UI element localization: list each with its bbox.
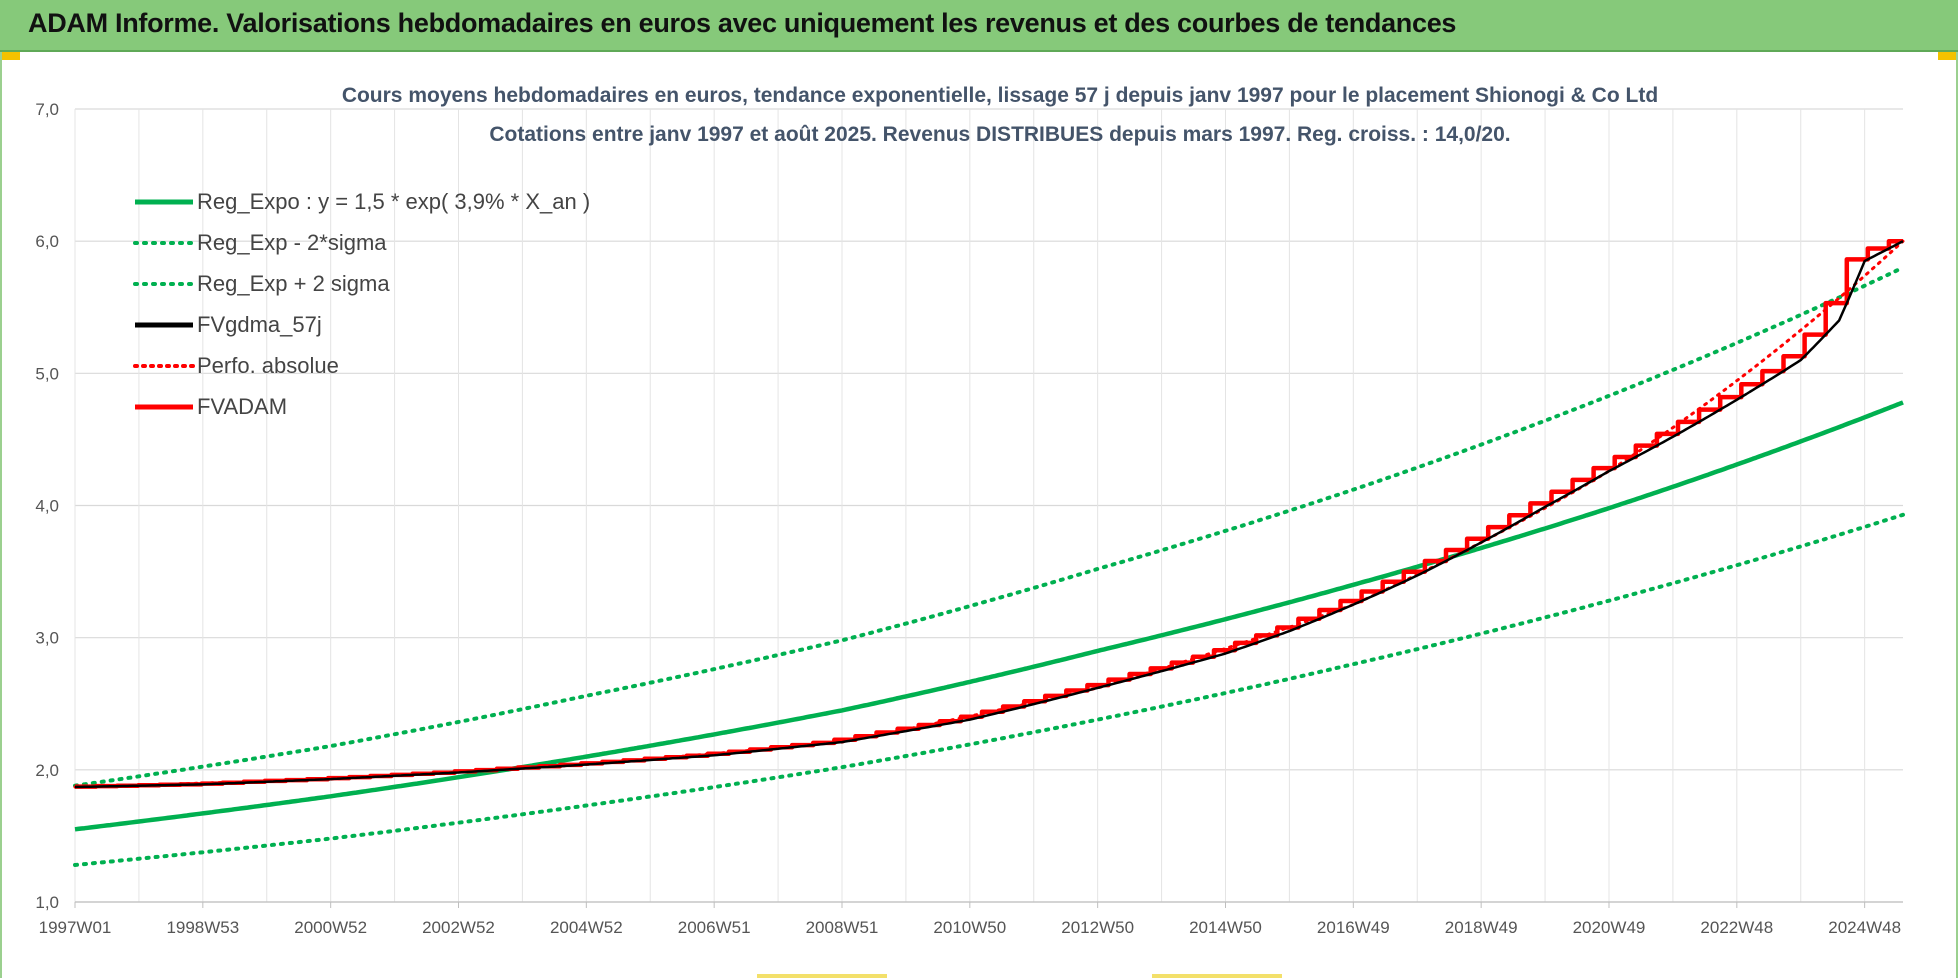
y-tick-label: 4,0 [35, 497, 59, 516]
plot-area [73, 238, 1905, 867]
grid [74, 108, 1903, 903]
x-tick-label: 2016W49 [1317, 918, 1390, 937]
series-line-0 [74, 400, 1904, 832]
x-axis: 1997W01 1998W53 2000W52 2002W52 2004W52 2006W… [39, 902, 1901, 937]
x-tick-label: 1998W53 [166, 918, 239, 937]
page-title: ADAM Informe. Valorisations hebdomadaire… [28, 8, 1457, 38]
chart-title: Cours moyens hebdomadaires en euros, ten… [342, 84, 1658, 107]
series-line-4 [73, 239, 1905, 789]
x-tick-label: 2022W48 [1700, 918, 1773, 937]
x-tick-label: 2020W49 [1573, 918, 1646, 937]
chart-frame [0, 52, 1958, 978]
series-line-2 [73, 265, 1905, 788]
chart-subtitle: Cotations entre janv 1997 et août 2025. … [489, 123, 1510, 146]
x-tick-label: 2004W52 [550, 918, 623, 937]
x-tick-label: 2002W52 [422, 918, 495, 937]
legend-label: Reg_Exp - 2*sigma [197, 230, 387, 255]
x-tick-label: 2006W51 [678, 918, 751, 937]
legend-label: FVgdma_57j [197, 312, 322, 337]
x-tick-label: 2010W50 [933, 918, 1006, 937]
series-line-1 [73, 512, 1905, 867]
x-tick-label: 2008W51 [806, 918, 879, 937]
x-tick-label: 2018W49 [1445, 918, 1518, 937]
y-tick-label: 1,0 [35, 893, 59, 912]
x-tick-label: 2024W48 [1828, 918, 1901, 937]
legend-label: Reg_Expo : y = 1,5 * exp( 3,9% * X_an ) [197, 189, 590, 214]
series-line-5 [75, 238, 1903, 789]
legend-label: FVADAM [197, 394, 287, 419]
legend: Reg_Expo : y = 1,5 * exp( 3,9% * X_an ) R… [133, 189, 590, 419]
y-tick-label: 2,0 [35, 761, 59, 780]
y-axis: 1,0 2,0 3,0 4,0 5,0 6,0 7,0 [35, 100, 59, 912]
x-tick-label: 2014W50 [1189, 918, 1262, 937]
y-tick-label: 7,0 [35, 100, 59, 119]
legend-label: Perfo. absolue [197, 353, 339, 378]
x-tick-label: 2000W52 [294, 918, 367, 937]
x-tick-label: 2012W50 [1061, 918, 1134, 937]
legend-label: Reg_Exp + 2 sigma [197, 271, 390, 296]
x-tick-label: 1997W01 [39, 918, 112, 937]
header-bar: ADAM Informe. Valorisations hebdomadaire… [0, 0, 1958, 52]
y-tick-label: 6,0 [35, 232, 59, 251]
series-line-3 [74, 240, 1904, 789]
corner-accent-right [1938, 52, 1958, 60]
y-tick-label: 5,0 [35, 364, 59, 383]
y-tick-label: 3,0 [35, 629, 59, 648]
bottom-accent-2 [1152, 974, 1282, 978]
corner-accent-left [0, 52, 20, 60]
bottom-accent-1 [757, 974, 887, 978]
